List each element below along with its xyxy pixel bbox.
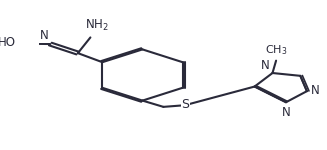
Text: HO: HO <box>0 36 16 49</box>
Text: N: N <box>261 59 270 72</box>
Text: N: N <box>40 29 49 42</box>
Text: N: N <box>282 106 290 118</box>
Text: NH$_2$: NH$_2$ <box>85 18 109 33</box>
Text: S: S <box>181 98 190 111</box>
Text: N: N <box>310 84 319 97</box>
Text: CH$_3$: CH$_3$ <box>266 43 288 57</box>
